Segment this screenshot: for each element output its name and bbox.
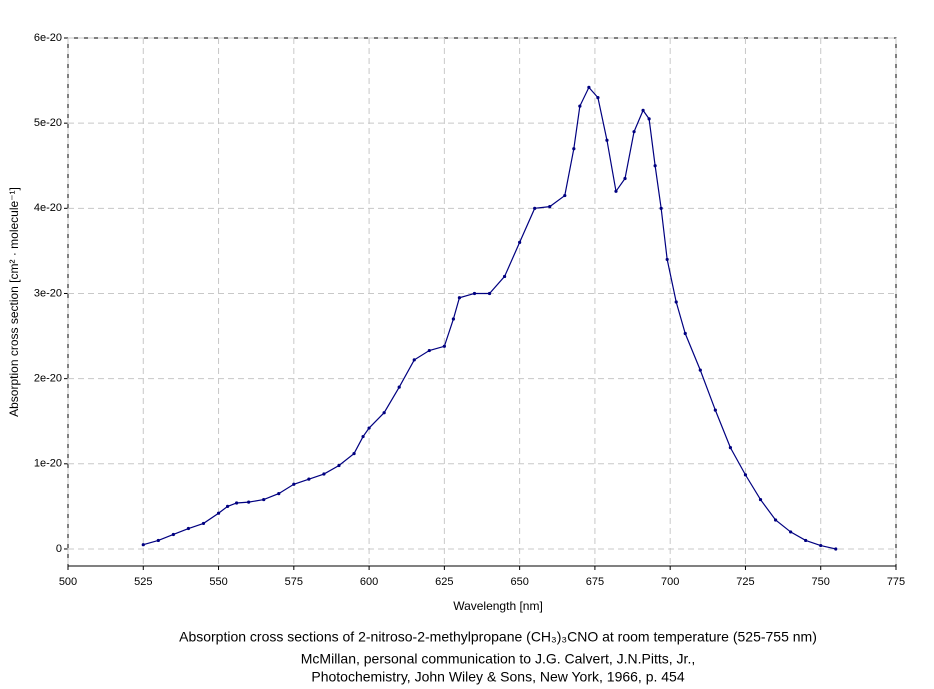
data-point <box>713 408 717 412</box>
y-tick-label: 2e-20 <box>34 373 62 385</box>
chart-title: Absorption cross sections of 2-nitroso-2… <box>179 629 817 645</box>
data-point <box>141 543 145 547</box>
data-point <box>698 368 702 372</box>
data-point <box>277 492 281 496</box>
data-point <box>361 434 365 439</box>
data-point <box>235 501 239 505</box>
data-point <box>653 164 657 168</box>
subtitle: Photochemistry, John Wiley & Sons, New Y… <box>311 669 684 685</box>
plot-area <box>67 37 897 567</box>
data-point <box>674 300 678 304</box>
data-point <box>578 104 582 108</box>
data-point <box>773 518 778 522</box>
data-point <box>605 138 609 142</box>
data-point <box>647 117 651 121</box>
data-point <box>728 446 733 450</box>
data-point <box>247 500 251 504</box>
data-point <box>262 497 266 502</box>
data-point <box>502 274 507 279</box>
data-point <box>758 497 763 502</box>
data-point <box>216 511 221 515</box>
data-point <box>683 331 687 336</box>
x-tick-label: 775 <box>887 576 905 588</box>
data-point <box>743 473 748 477</box>
y-tick-label: 0 <box>56 543 62 555</box>
y-tick-label: 5e-20 <box>34 117 62 129</box>
data-point <box>533 206 537 210</box>
data-point <box>352 451 356 456</box>
data-point <box>659 206 663 210</box>
x-tick-label: 525 <box>134 576 152 588</box>
y-axis-label: Absorption cross section [cm² · molecule… <box>7 187 21 417</box>
x-tick-label: 675 <box>586 576 604 588</box>
y-tick-label: 3e-20 <box>34 287 62 299</box>
subtitle: McMillan, personal communication to J.G.… <box>301 651 695 667</box>
data-point <box>614 189 618 193</box>
data-point <box>548 205 552 209</box>
y-tick-label: 1e-20 <box>34 458 62 470</box>
x-tick-label: 575 <box>285 576 303 588</box>
data-point <box>641 108 645 112</box>
data-point <box>382 411 386 415</box>
data-point <box>442 344 446 348</box>
y-tick-label: 6e-20 <box>34 32 62 44</box>
x-tick-label: 725 <box>736 576 754 588</box>
data-point <box>632 130 636 134</box>
data-point <box>596 96 600 100</box>
data-point <box>587 85 591 89</box>
data-point <box>367 426 371 430</box>
data-point <box>427 348 431 353</box>
data-point <box>397 385 401 389</box>
data-point <box>623 176 627 181</box>
data-point <box>789 530 793 534</box>
data-point <box>186 526 191 531</box>
data-point <box>472 291 477 296</box>
data-point <box>156 538 160 543</box>
y-tick-label: 4e-20 <box>34 202 62 214</box>
data-point <box>201 521 206 526</box>
data-point <box>487 291 492 296</box>
data-point <box>412 358 416 362</box>
data-point <box>322 472 326 476</box>
data-point <box>171 532 175 537</box>
x-tick-label: 750 <box>812 576 830 588</box>
data-point <box>572 147 576 151</box>
data-point <box>518 240 522 244</box>
data-point <box>563 193 567 198</box>
data-point <box>804 538 808 543</box>
data-point <box>292 482 296 486</box>
x-axis-label: Wavelength [nm] <box>453 599 543 613</box>
data-point <box>819 543 823 548</box>
data-point <box>225 504 230 508</box>
x-tick-label: 625 <box>435 576 453 588</box>
x-tick-label: 700 <box>661 576 679 588</box>
x-tick-label: 500 <box>59 576 77 588</box>
data-point <box>451 317 455 321</box>
x-tick-label: 650 <box>510 576 528 588</box>
data-point <box>665 257 669 262</box>
x-tick-label: 600 <box>360 576 378 588</box>
data-point <box>337 463 341 468</box>
data-point <box>307 477 311 481</box>
data-point <box>457 296 462 300</box>
data-point <box>834 547 838 551</box>
x-tick-label: 550 <box>209 576 227 588</box>
